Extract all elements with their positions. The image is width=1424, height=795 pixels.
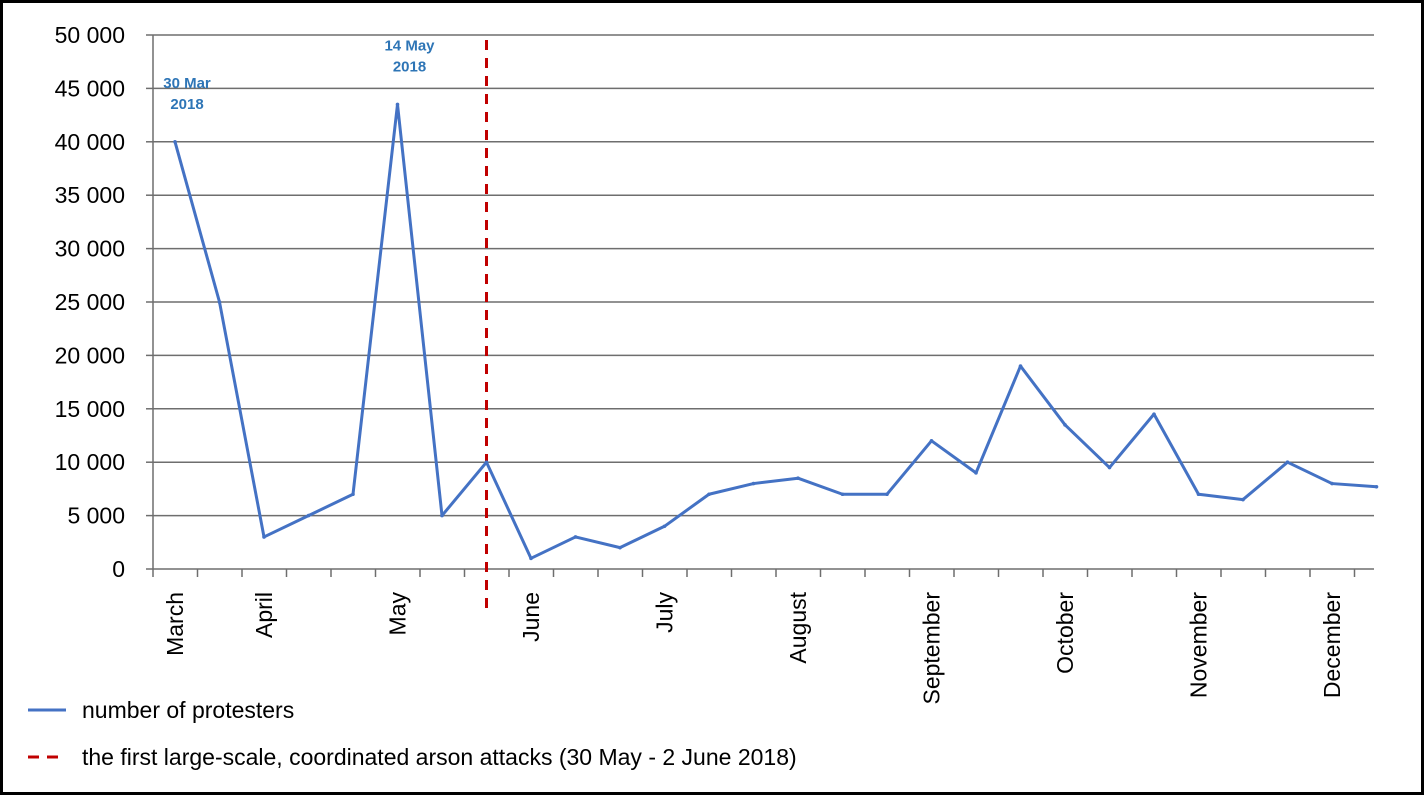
data-point-26	[1330, 481, 1334, 486]
y-tick-label-1: 5 000	[67, 503, 125, 529]
annotation-0-line1: 30 Mar	[163, 75, 211, 92]
data-point-23	[1196, 492, 1201, 497]
legend: number of protesters the first large-sca…	[28, 697, 797, 770]
y-tick-label-10: 50 000	[55, 22, 125, 48]
data-point-0	[173, 140, 177, 144]
data-point-14	[796, 476, 800, 481]
x-tick-label-march: March	[162, 592, 188, 656]
data-point-19	[1018, 364, 1023, 368]
data-point-1	[217, 300, 222, 304]
data-point-16	[885, 492, 889, 497]
x-tick-label-december: December	[1319, 592, 1345, 698]
annotation-1-line2: 2018	[393, 58, 426, 75]
x-tick-label-november: November	[1186, 592, 1212, 698]
legend-label-protesters: number of protesters	[82, 697, 294, 723]
data-point-13	[751, 481, 756, 486]
data-point-25	[1285, 460, 1290, 465]
data-point-18	[974, 471, 978, 475]
x-tick-label-may: May	[385, 592, 411, 636]
data-point-24	[1241, 497, 1245, 502]
data-point-7	[484, 460, 489, 465]
y-tick-labels: 0 5 000 10 000 15 000 20 000 25 000 30 000 35 0…	[55, 22, 125, 582]
data-point-15	[840, 492, 845, 497]
data-point-11	[662, 524, 667, 529]
series-line-protesters	[173, 102, 1377, 560]
data-point-17	[929, 439, 934, 443]
axes	[146, 34, 1374, 577]
data-point-6	[440, 513, 444, 518]
y-tick-label-7: 35 000	[55, 182, 125, 208]
annotations-group: 30 Mar 2018 14 May 2018	[163, 37, 435, 112]
data-point-12	[707, 492, 711, 497]
annotation-0-line2: 2018	[170, 96, 203, 113]
legend-label-arson-attacks: the first large-scale, coordinated arson…	[82, 744, 797, 770]
y-tick-label-9: 45 000	[55, 75, 125, 101]
x-tick-label-september: September	[919, 592, 945, 705]
data-point-22	[1152, 412, 1156, 416]
series-group	[173, 102, 1379, 561]
annotation-1-line1: 14 May	[384, 37, 435, 54]
y-tick-label-6: 30 000	[55, 236, 125, 262]
x-tick-label-august: August	[785, 591, 811, 663]
data-point-21	[1107, 465, 1112, 470]
y-tick-label-0: 0	[112, 556, 125, 582]
y-tick-label-8: 40 000	[55, 129, 125, 155]
y-tick-label-4: 20 000	[55, 342, 125, 368]
data-point-2	[262, 535, 266, 539]
data-point-3	[306, 513, 311, 518]
x-tick-label-june: June	[518, 592, 544, 642]
x-tick-label-july: July	[652, 592, 678, 633]
data-point-27	[1374, 484, 1379, 489]
data-point-4	[351, 492, 355, 497]
y-tick-label-3: 15 000	[55, 396, 125, 422]
data-point-5	[395, 102, 400, 107]
x-tick-labels: March April May June July August September Octo…	[162, 591, 1345, 704]
x-tick-label-april: April	[251, 592, 277, 638]
data-point-8	[529, 556, 533, 561]
y-tick-label-2: 10 000	[55, 449, 125, 475]
x-tick-label-october: October	[1052, 592, 1078, 674]
data-point-20	[1063, 423, 1067, 427]
data-point-9	[573, 535, 578, 539]
data-point-10	[618, 545, 622, 550]
y-tick-label-5: 25 000	[55, 289, 125, 315]
